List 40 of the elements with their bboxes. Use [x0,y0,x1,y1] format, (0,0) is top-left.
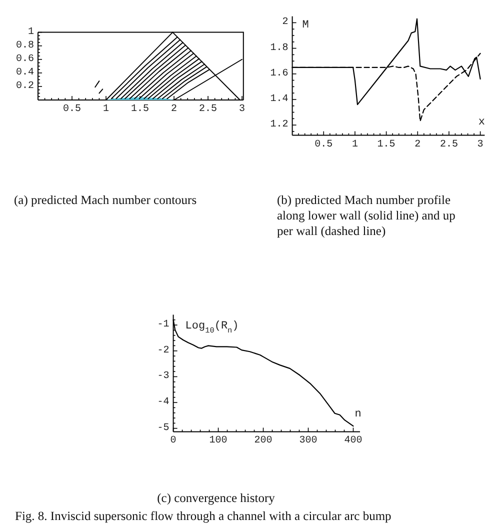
y-tick-label: 1.6 [270,68,288,80]
x-tick-label: 2.5 [440,139,458,150]
y-tick-label: -2 [157,345,170,356]
x-tick-label: 0.5 [314,139,333,150]
y-tick-label: 1 [28,26,34,38]
y-tick-label: -1 [157,320,170,331]
text: (c) convergence history [157,491,276,505]
x-tick-label: 0.5 [63,104,82,115]
x-tick-label: 200 [254,436,272,447]
y-tick-label: -4 [157,397,170,408]
x-axis-title: x [478,116,486,128]
x-tick-label: 3 [239,104,246,115]
x-tick-label: 0 [170,436,176,447]
y-tick-label: 1.8 [270,42,288,54]
y-axis-title: M [302,19,309,32]
y-tick-label: -5 [157,422,170,434]
caption: Fig. 8. Inviscid supersonic flow through a channel with a circular arc bump [15,509,392,523]
y-tick-label: 2 [282,17,288,28]
y-tick-label: 1.4 [270,94,288,105]
x-axis-title: n [354,408,362,421]
x-tick-label: 3 [477,139,484,150]
y-tick-label: 0.6 [16,54,34,65]
x-tick-label: 1 [103,104,110,115]
x-tick-label: 2.5 [199,104,218,115]
x-tick-label: 300 [299,436,318,447]
x-tick-label: 2 [171,104,178,115]
y-tick-label: -3 [157,371,170,382]
x-tick-label: 2 [414,139,421,150]
x-tick-label: 1.5 [131,104,150,115]
y-axis-title: Log$_{10}$(R$_{n}$) [185,320,239,336]
x-tick-label: 1.5 [377,139,396,150]
y-tick-label: 0.8 [16,40,34,52]
x-tick-label: 100 [209,436,228,447]
text: (a) predicted Mach number contours [14,193,197,207]
x-tick-label: 400 [344,436,362,447]
x-tick-label: 1 [352,139,358,150]
y-tick-label: 0.4 [16,67,34,78]
y-tick-label: 0.2 [16,80,34,92]
text: (b) predicted Mach number profile along lower wall (solid line) and up per wall (dashed line) [277,193,456,238]
y-tick-label: 1.2 [270,120,288,131]
